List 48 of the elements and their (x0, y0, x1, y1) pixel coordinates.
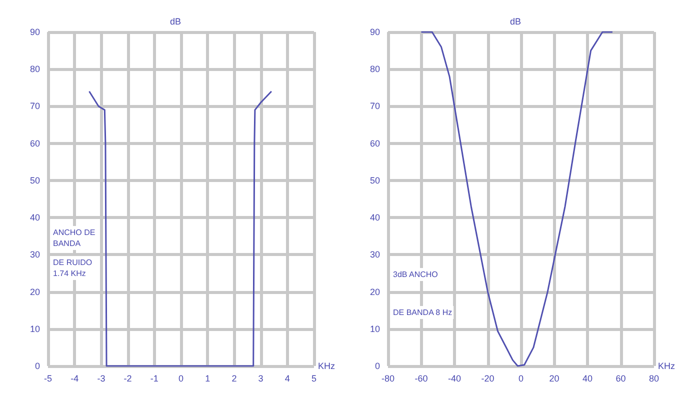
y-tick-label: 70 (30, 101, 40, 112)
y-tick-label: 40 (370, 212, 380, 223)
y-tick-label: 30 (370, 250, 380, 260)
x-tick-label: 0 (518, 374, 524, 384)
y-tick-label: 20 (370, 286, 380, 297)
x-tick-label: -3 (97, 374, 106, 384)
x-tick-label: -1 (150, 374, 158, 384)
x-tick-label: 20 (549, 374, 560, 384)
y-tick-label: 10 (30, 324, 40, 334)
x-tick-label: -2 (124, 374, 132, 384)
annotation: 3dB ANCHO (393, 270, 438, 279)
annotation: ANCHO DE BANDA (53, 228, 96, 248)
y-tick-label: 50 (370, 175, 380, 186)
y-tick-label: 10 (370, 324, 380, 334)
y-axis-title: dB (510, 16, 521, 26)
x-tick-label: -60 (414, 374, 428, 384)
y-tick-label: 80 (30, 64, 40, 74)
x-tick-label: 0 (178, 374, 184, 384)
y-tick-label: 0 (34, 361, 40, 371)
y-tick-label: 70 (370, 101, 380, 112)
x-axis-title: KHz (318, 361, 336, 371)
y-tick-label: 0 (374, 361, 380, 371)
annotation: DE RUIDO 1.74 KHz (53, 258, 92, 278)
y-axis-title: dB (170, 16, 181, 26)
y-tick-label: 60 (30, 138, 40, 148)
y-tick-label: 60 (370, 138, 380, 148)
y-tick-label: 80 (370, 64, 380, 74)
x-tick-label: 1 (205, 374, 210, 384)
y-tick-label: 90 (30, 27, 40, 37)
x-tick-label: -5 (44, 374, 52, 384)
x-tick-label: 3 (258, 374, 264, 384)
x-tick-label: -40 (448, 374, 462, 384)
y-tick-label: 20 (30, 286, 40, 297)
y-tick-label: 30 (30, 250, 40, 260)
x-tick-label: 4 (284, 374, 290, 384)
x-tick-label: 60 (616, 374, 626, 384)
y-tick-label: 40 (30, 212, 40, 223)
x-tick-label: -20 (481, 374, 494, 384)
y-tick-label: 90 (370, 27, 380, 37)
x-tick-label: -80 (381, 374, 395, 384)
x-tick-label: 2 (232, 374, 237, 384)
annotation: DE BANDA 8 Hz (393, 308, 452, 317)
x-tick-label: 5 (311, 374, 317, 384)
x-tick-label: -4 (70, 374, 79, 384)
x-axis-title: KHz (658, 361, 676, 371)
x-tick-label: 40 (582, 374, 593, 384)
y-tick-label: 50 (30, 175, 40, 186)
x-tick-label: 80 (648, 374, 660, 384)
